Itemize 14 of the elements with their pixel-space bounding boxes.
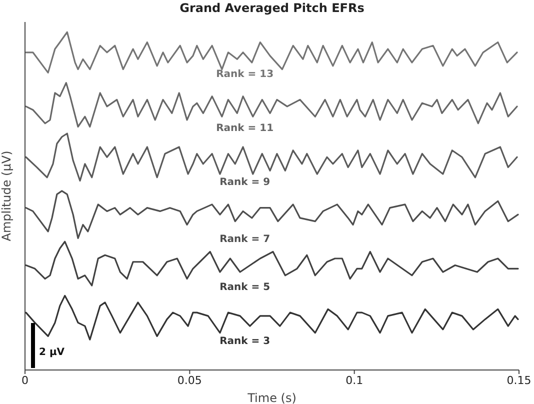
series-label: Rank = 9 <box>218 176 272 188</box>
x-tick-label: 0 <box>22 374 28 387</box>
series-label: Rank = 7 <box>218 234 272 246</box>
x-tick-label: 0.1 <box>346 374 364 387</box>
y-axis-title: Amplitude (μV) <box>0 150 14 242</box>
series-label: Rank = 5 <box>218 282 272 293</box>
x-tick-label: 0.15 <box>506 374 532 387</box>
chart-title: Grand Averaged Pitch EFRs <box>178 1 366 15</box>
x-axis-title: Time (s) <box>246 391 296 404</box>
x-tick-label: 0.05 <box>177 374 202 387</box>
series-label: Rank = 13 <box>215 68 275 80</box>
series-label: Rank = 3 <box>218 336 272 347</box>
annotation: 2 μV <box>39 347 65 358</box>
series-label: Rank = 11 <box>215 122 275 134</box>
